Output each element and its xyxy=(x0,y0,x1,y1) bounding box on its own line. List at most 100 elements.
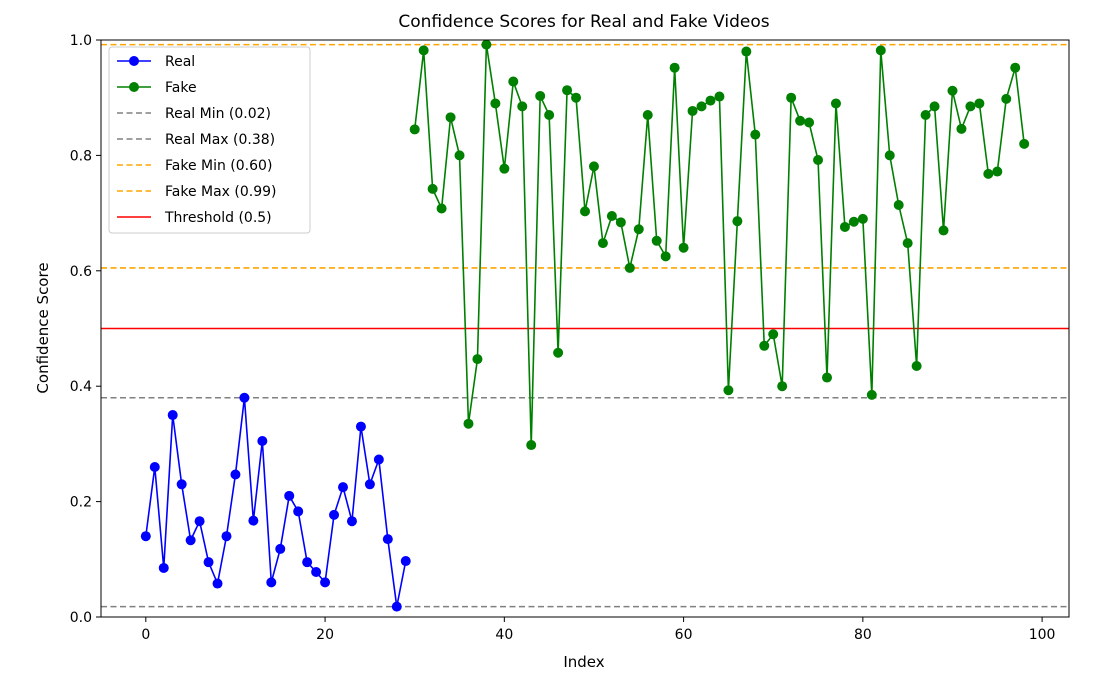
data-point-fake-48 xyxy=(571,92,582,103)
data-point-real-19 xyxy=(311,566,322,577)
y-tick-label: 0.4 xyxy=(70,379,92,395)
data-point-fake-85 xyxy=(902,238,913,249)
data-point-fake-30 xyxy=(409,124,420,135)
data-point-fake-46 xyxy=(553,347,564,358)
data-point-fake-45 xyxy=(544,110,555,121)
data-point-fake-67 xyxy=(741,46,752,57)
legend-label-fake-min-0-60: Fake Min (0.60) xyxy=(165,158,272,174)
data-point-fake-38 xyxy=(481,39,492,50)
data-point-fake-34 xyxy=(445,112,456,123)
data-point-real-28 xyxy=(391,601,402,612)
data-point-real-10 xyxy=(230,469,241,480)
data-point-fake-47 xyxy=(562,85,573,96)
data-point-fake-32 xyxy=(427,183,438,194)
data-point-fake-96 xyxy=(1001,93,1012,104)
data-point-real-18 xyxy=(302,557,313,568)
data-point-fake-73 xyxy=(795,115,806,126)
data-point-real-5 xyxy=(185,535,196,546)
x-tick-label: 0 xyxy=(141,627,150,643)
data-point-real-26 xyxy=(373,454,384,465)
data-point-fake-54 xyxy=(624,262,635,273)
data-point-fake-59 xyxy=(669,62,680,73)
data-point-real-7 xyxy=(203,557,214,568)
x-tick-label: 100 xyxy=(1029,627,1056,643)
data-point-real-1 xyxy=(149,461,160,472)
data-point-fake-90 xyxy=(947,85,958,96)
data-point-real-0 xyxy=(140,531,151,542)
data-point-fake-71 xyxy=(777,381,788,392)
data-point-fake-64 xyxy=(714,91,725,102)
data-point-real-22 xyxy=(338,482,348,493)
axes-frame xyxy=(100,39,1070,618)
data-point-fake-70 xyxy=(768,329,779,340)
data-point-fake-43 xyxy=(526,440,537,451)
legend-label-threshold-0-5: Threshold (0.5) xyxy=(164,210,272,226)
data-point-fake-31 xyxy=(418,45,429,56)
data-point-fake-93 xyxy=(974,98,985,109)
data-point-fake-84 xyxy=(893,200,904,211)
data-point-fake-98 xyxy=(1019,138,1030,149)
data-point-fake-74 xyxy=(804,117,815,128)
data-point-fake-56 xyxy=(642,110,653,121)
y-tick-label: 0.6 xyxy=(70,264,92,280)
data-point-fake-49 xyxy=(580,206,590,217)
data-point-real-20 xyxy=(320,577,331,588)
data-point-real-11 xyxy=(239,392,250,403)
data-point-fake-82 xyxy=(875,45,886,56)
data-point-fake-39 xyxy=(490,98,501,109)
x-tick-label: 20 xyxy=(316,627,334,643)
plot-area xyxy=(101,39,1069,612)
data-point-fake-78 xyxy=(839,221,850,232)
x-tick-label: 40 xyxy=(495,627,513,643)
data-point-fake-36 xyxy=(463,418,474,429)
data-point-fake-60 xyxy=(678,242,689,253)
data-point-fake-68 xyxy=(750,129,761,140)
data-point-fake-94 xyxy=(983,168,994,179)
data-point-fake-40 xyxy=(499,163,510,174)
data-point-fake-87 xyxy=(920,110,931,121)
data-point-real-13 xyxy=(257,436,268,447)
data-point-fake-63 xyxy=(705,95,716,106)
data-point-fake-79 xyxy=(848,216,859,227)
data-point-fake-86 xyxy=(911,361,922,372)
data-point-fake-91 xyxy=(956,123,967,134)
data-point-real-9 xyxy=(221,531,232,542)
data-point-real-27 xyxy=(382,534,393,545)
data-point-fake-58 xyxy=(660,251,671,262)
data-point-fake-77 xyxy=(830,98,841,109)
data-point-fake-53 xyxy=(615,217,626,228)
data-point-fake-57 xyxy=(651,235,662,246)
x-tick-label: 60 xyxy=(675,627,693,643)
data-point-fake-41 xyxy=(508,76,519,87)
legend-label-real-max-0-38: Real Max (0.38) xyxy=(165,132,275,148)
data-point-fake-50 xyxy=(588,161,599,172)
data-point-fake-88 xyxy=(929,101,940,112)
y-axis-label: Confidence Score xyxy=(34,262,52,393)
data-point-fake-80 xyxy=(857,213,868,224)
data-point-real-4 xyxy=(176,479,187,490)
data-point-fake-55 xyxy=(633,224,644,235)
legend-label-real: Real xyxy=(165,54,195,70)
y-tick-label: 1.0 xyxy=(70,33,92,49)
data-point-fake-97 xyxy=(1010,62,1021,73)
data-point-real-3 xyxy=(167,410,178,421)
axes: 0 20 40 60 80 100 0.0 0.2 0.4 0.6 0.8 1.0 xyxy=(70,33,1070,643)
x-tick-label: 80 xyxy=(854,627,872,643)
chart-title: Confidence Scores for Real and Fake Vide… xyxy=(398,12,769,32)
data-point-fake-72 xyxy=(786,92,797,103)
data-point-fake-65 xyxy=(723,385,734,396)
data-point-fake-52 xyxy=(606,210,617,221)
y-tick-label: 0.0 xyxy=(70,610,92,626)
data-point-fake-33 xyxy=(436,203,447,214)
data-point-fake-83 xyxy=(884,150,895,161)
data-point-real-2 xyxy=(158,562,169,573)
data-point-fake-75 xyxy=(813,155,824,166)
legend-label-real-min-0-02: Real Min (0.02) xyxy=(165,106,271,122)
data-point-fake-76 xyxy=(822,372,832,383)
data-point-fake-37 xyxy=(472,354,483,365)
data-point-real-21 xyxy=(329,509,340,520)
data-point-real-17 xyxy=(293,506,304,517)
data-point-real-14 xyxy=(266,577,277,588)
data-point-real-24 xyxy=(355,421,366,432)
legend-label-fake-max-0-99: Fake Max (0.99) xyxy=(165,184,277,200)
